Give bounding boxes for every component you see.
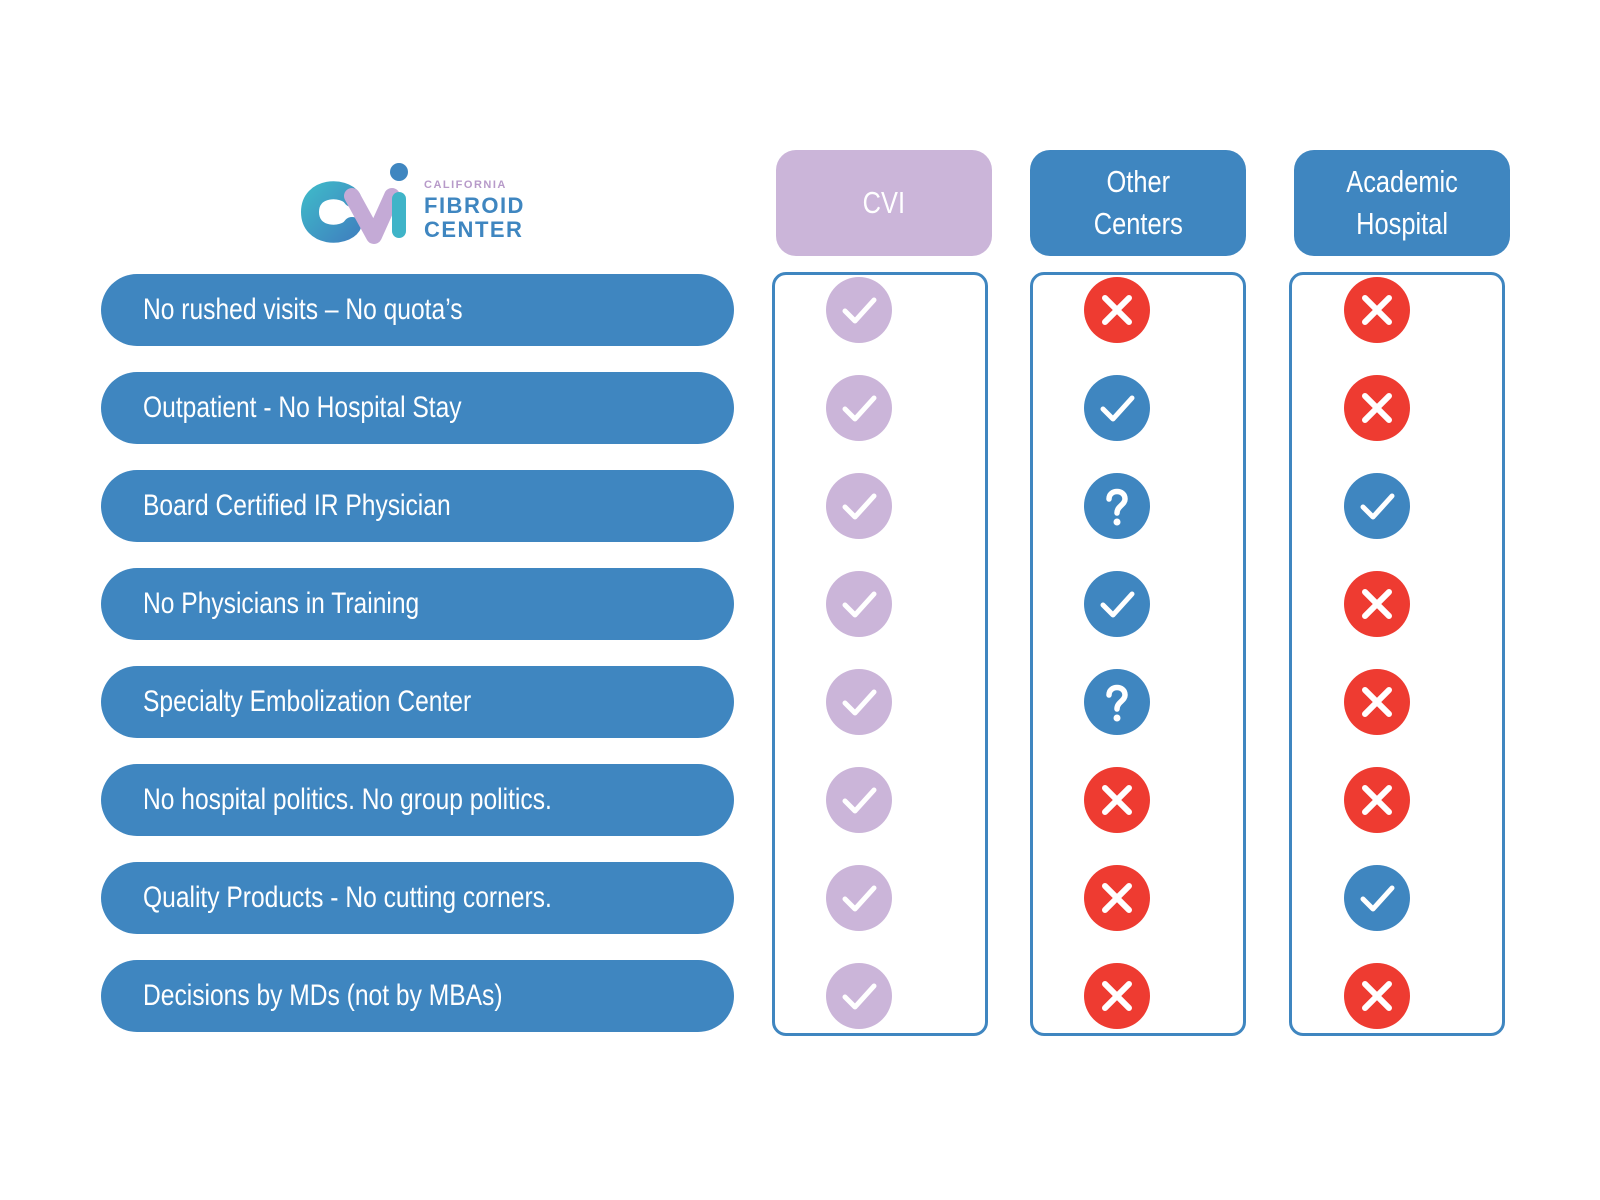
row-label: No rushed visits – No quota’s <box>143 293 463 326</box>
check-icon <box>826 767 892 833</box>
cross-icon <box>1344 277 1410 343</box>
check-icon <box>826 375 892 441</box>
row-label-pill: Decisions by MDs (not by MBAs) <box>101 960 734 1032</box>
check-icon <box>1084 571 1150 637</box>
check-icon <box>1084 375 1150 441</box>
cross-icon <box>1344 669 1410 735</box>
logo-fibroid: FIBROID <box>424 193 525 218</box>
column-box-cvi <box>772 272 988 1036</box>
cross-icon <box>1084 963 1150 1029</box>
row-label-pill: Board Certified IR Physician <box>101 470 734 542</box>
check-icon <box>826 277 892 343</box>
check-icon <box>826 865 892 931</box>
cvi-logo-mark <box>300 163 408 244</box>
cross-icon <box>1084 277 1150 343</box>
row-label: Quality Products - No cutting corners. <box>143 881 552 914</box>
check-icon <box>1344 473 1410 539</box>
cross-icon <box>1344 571 1410 637</box>
column-header-other-centers: Other Centers <box>1030 150 1246 256</box>
column-header-academic-hospital: Academic Hospital <box>1294 150 1510 256</box>
column-header-cvi: CVI <box>776 150 992 256</box>
row-label-pill: Outpatient - No Hospital Stay <box>101 372 734 444</box>
cross-icon <box>1344 767 1410 833</box>
check-icon <box>1344 865 1410 931</box>
cross-icon <box>1084 865 1150 931</box>
logo-california: CALIFORNIA <box>424 179 507 191</box>
row-label: Specialty Embolization Center <box>143 685 472 718</box>
row-label-pill: No hospital politics. No group politics. <box>101 764 734 836</box>
cross-icon <box>1084 767 1150 833</box>
column-box-other-centers <box>1030 272 1246 1036</box>
check-icon <box>826 473 892 539</box>
question-icon <box>1084 473 1150 539</box>
row-label-pill: No Physicians in Training <box>101 568 734 640</box>
row-label-pill: No rushed visits – No quota’s <box>101 274 734 346</box>
row-label: Board Certified IR Physician <box>143 489 451 522</box>
logo: CALIFORNIA FIBROID CENTER <box>300 152 540 252</box>
cross-icon <box>1344 375 1410 441</box>
cross-icon <box>1344 963 1410 1029</box>
row-label: Outpatient - No Hospital Stay <box>143 391 462 424</box>
check-icon <box>826 669 892 735</box>
column-box-academic-hospital <box>1289 272 1505 1036</box>
check-icon <box>826 963 892 1029</box>
row-label-pill: Specialty Embolization Center <box>101 666 734 738</box>
question-icon <box>1084 669 1150 735</box>
row-label: No hospital politics. No group politics. <box>143 783 552 816</box>
logo-center: CENTER <box>424 217 524 242</box>
row-label: Decisions by MDs (not by MBAs) <box>143 979 503 1012</box>
row-label-pill: Quality Products - No cutting corners. <box>101 862 734 934</box>
row-label: No Physicians in Training <box>143 587 420 620</box>
check-icon <box>826 571 892 637</box>
